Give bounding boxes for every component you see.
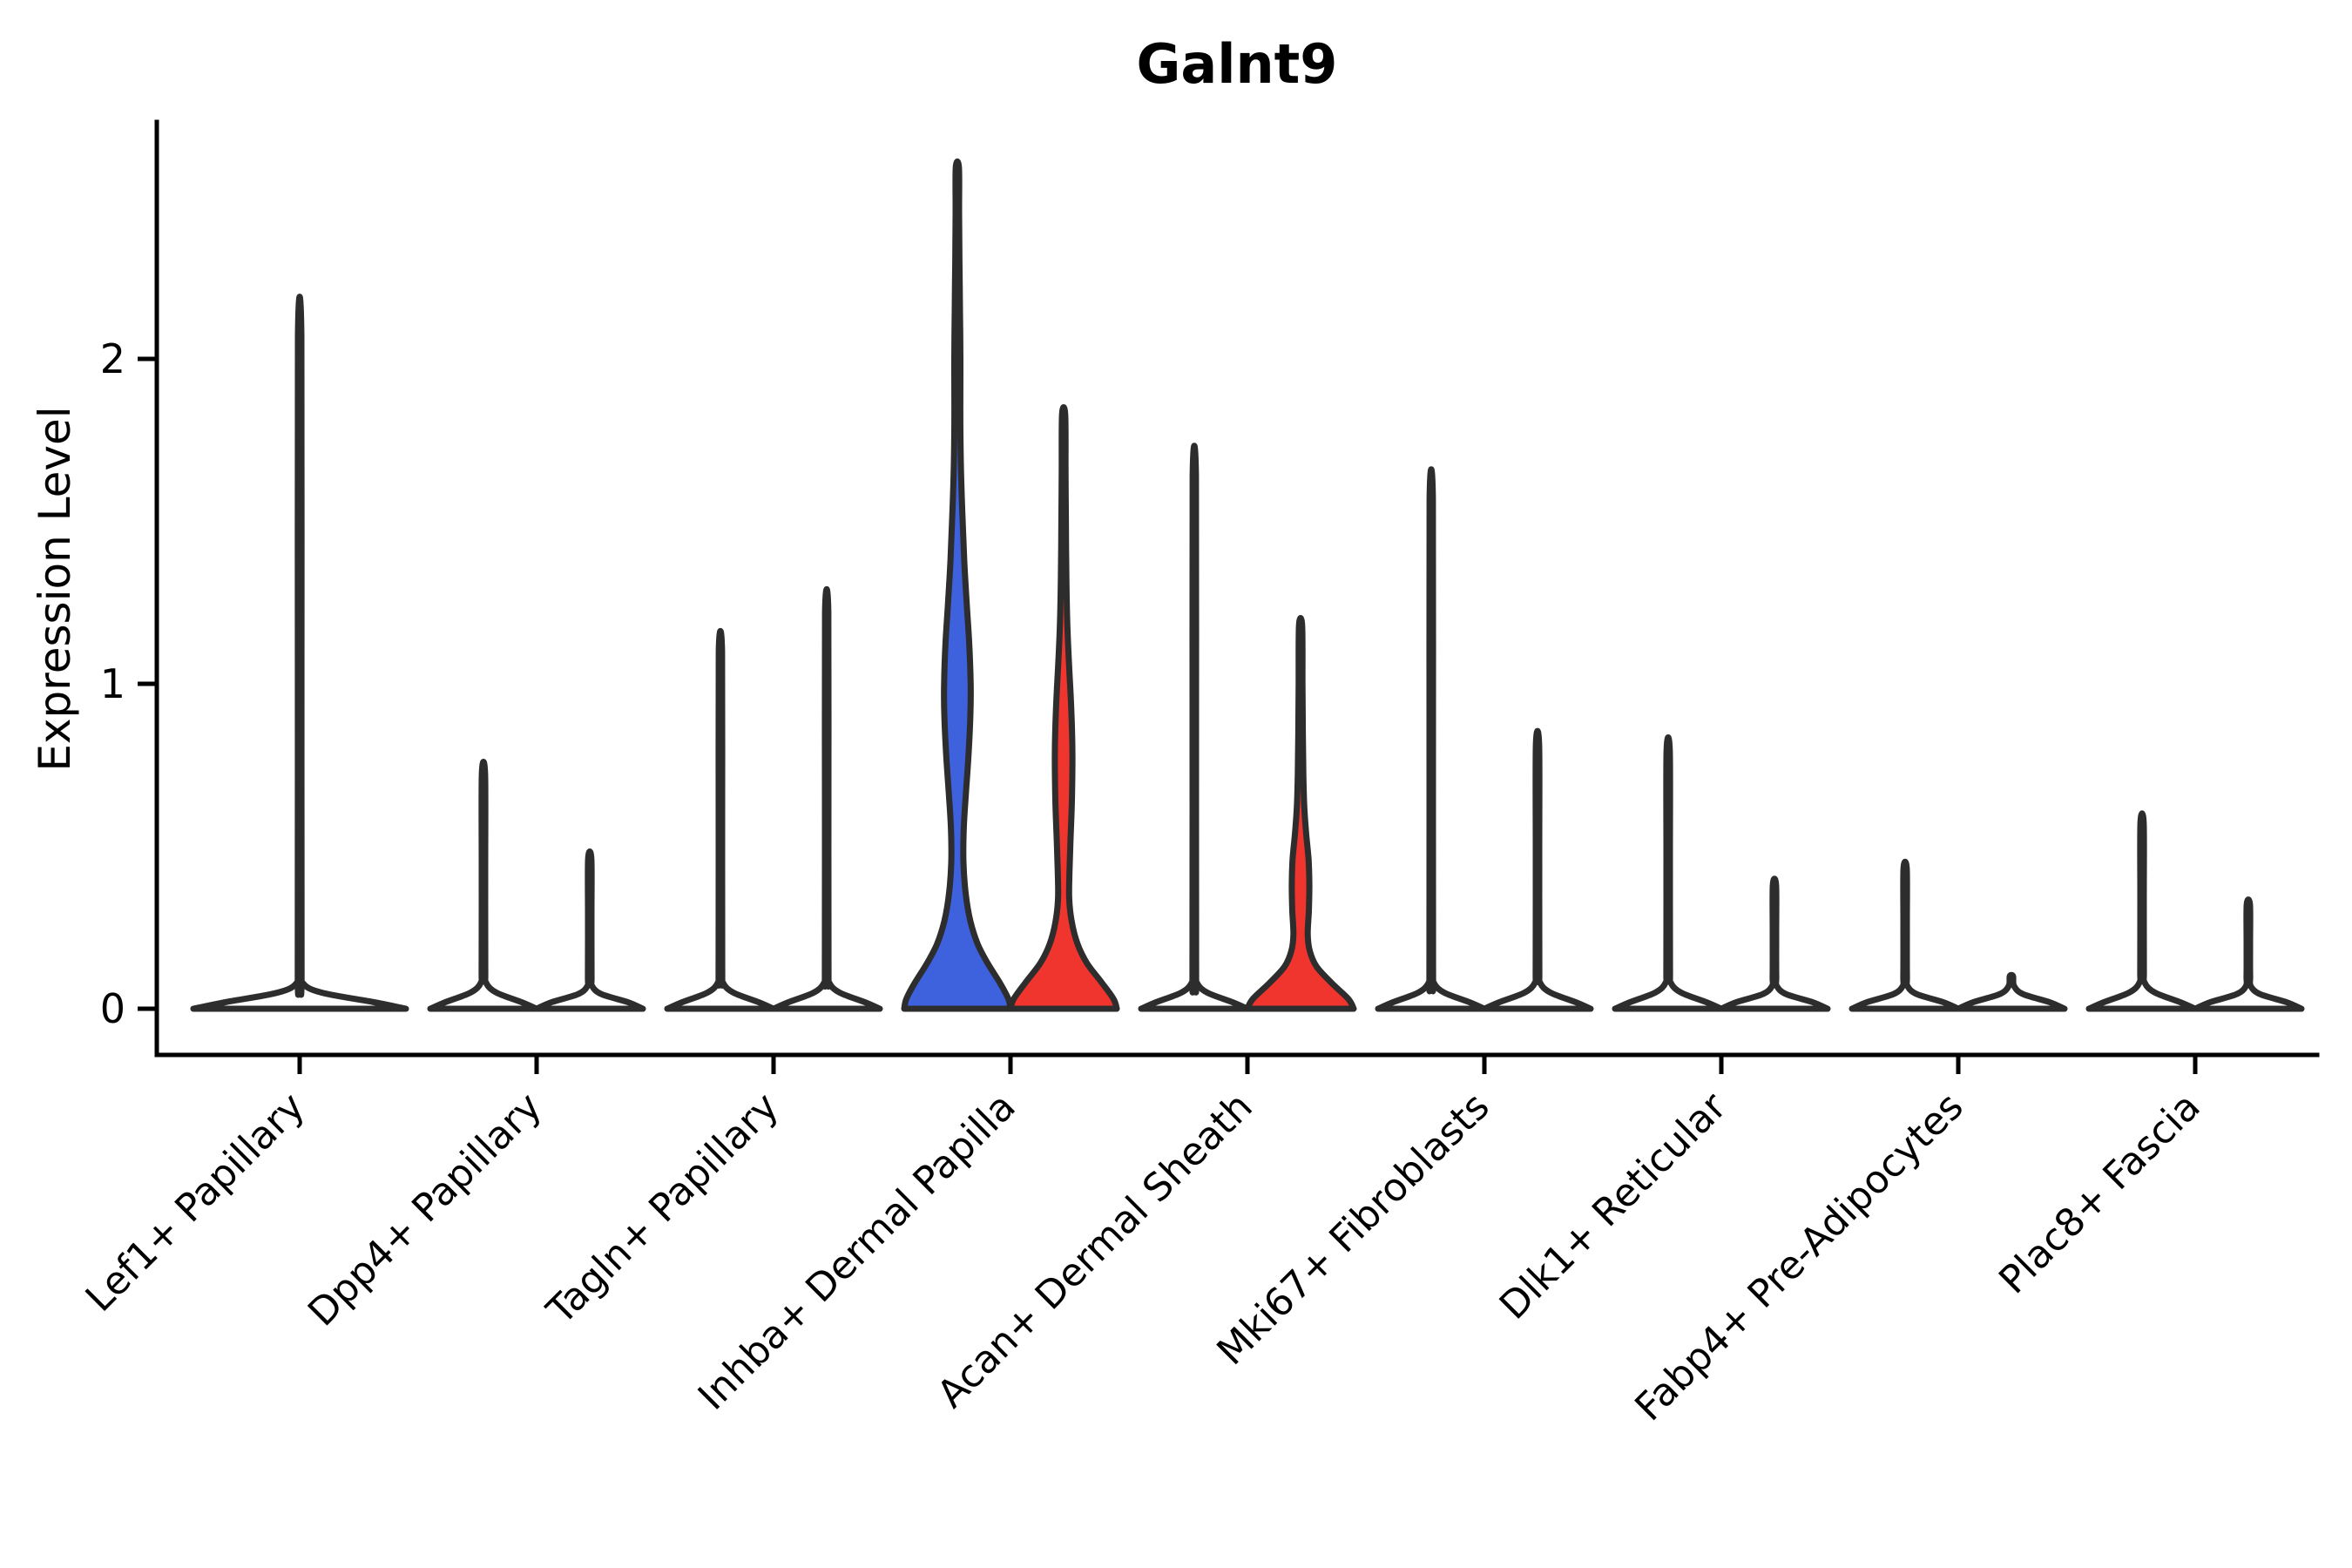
violin-dlk1-right <box>1718 875 1831 1012</box>
y-tick-label: 1 <box>100 660 125 707</box>
y-tick-label: 0 <box>100 985 125 1032</box>
x-tick-label: Plac8+ Fascia <box>1990 1085 2209 1303</box>
y-axis-label: Expression Level <box>30 406 80 771</box>
violin-dlk1-left <box>1612 734 1725 1012</box>
x-tick-label: Dpp4+ Papillary <box>300 1085 551 1335</box>
violin-fabp4-right <box>1955 971 2068 1012</box>
violin-tagln-left <box>664 628 777 1012</box>
x-tick-label: Dlk1+ Reticular <box>1491 1084 1736 1328</box>
violin-inhba-left <box>901 158 1014 1012</box>
axis-spines <box>154 119 2320 1058</box>
violin-inhba-right <box>1007 403 1120 1012</box>
violin-fabp4-left <box>1848 858 1962 1012</box>
violin-plac8-left <box>2085 810 2199 1012</box>
violin-mki67-right <box>1481 727 1594 1012</box>
violin-mki67-left <box>1375 466 1488 1012</box>
chart-title: Galnt9 <box>1137 32 1338 96</box>
violin-acan-right <box>1244 615 1357 1012</box>
violin-lef1-center <box>190 294 409 1012</box>
x-tick-label: Tagln+ Papillary <box>538 1085 787 1334</box>
y-tick-label: 2 <box>100 335 125 382</box>
violin-dpp4-right <box>533 848 646 1012</box>
violin-acan-left <box>1138 443 1251 1012</box>
violin-dpp4-left <box>427 758 540 1012</box>
violin-plac8-right <box>2192 896 2305 1012</box>
x-tick-label: Mki67+ Fibroblasts <box>1208 1085 1497 1374</box>
violin-tagln-right <box>770 586 883 1012</box>
x-tick-label: Lef1+ Papillary <box>78 1085 314 1321</box>
